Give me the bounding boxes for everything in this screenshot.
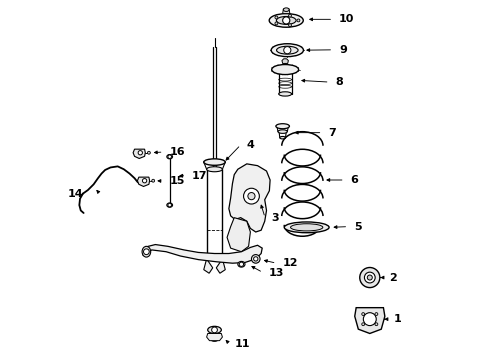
Circle shape	[152, 179, 155, 182]
Circle shape	[248, 193, 255, 200]
Circle shape	[168, 155, 172, 158]
Ellipse shape	[278, 130, 287, 134]
Ellipse shape	[272, 64, 298, 75]
Circle shape	[289, 14, 292, 17]
Polygon shape	[204, 259, 213, 273]
Circle shape	[375, 323, 378, 326]
Text: 17: 17	[192, 171, 207, 181]
Circle shape	[297, 19, 300, 22]
Circle shape	[138, 150, 143, 155]
Ellipse shape	[283, 8, 289, 12]
Polygon shape	[282, 59, 289, 63]
Circle shape	[284, 46, 291, 54]
Ellipse shape	[271, 44, 303, 57]
Circle shape	[364, 313, 376, 325]
Polygon shape	[283, 9, 290, 14]
Polygon shape	[133, 149, 146, 158]
Ellipse shape	[167, 154, 172, 159]
Ellipse shape	[208, 326, 221, 333]
Ellipse shape	[276, 124, 290, 129]
Text: 15: 15	[170, 176, 185, 186]
Ellipse shape	[207, 167, 222, 172]
Ellipse shape	[280, 136, 286, 139]
Circle shape	[144, 249, 149, 255]
Ellipse shape	[276, 46, 298, 54]
Circle shape	[362, 312, 365, 315]
Text: 1: 1	[393, 314, 401, 324]
Ellipse shape	[142, 246, 151, 257]
Text: 14: 14	[68, 189, 84, 199]
Text: 3: 3	[271, 213, 278, 222]
Ellipse shape	[211, 338, 218, 341]
Circle shape	[365, 272, 375, 283]
Ellipse shape	[279, 92, 292, 96]
Text: 6: 6	[350, 175, 358, 185]
Polygon shape	[227, 218, 250, 252]
Text: 13: 13	[269, 267, 284, 278]
Polygon shape	[137, 177, 149, 186]
Text: 16: 16	[170, 147, 185, 157]
Circle shape	[143, 179, 147, 183]
Ellipse shape	[276, 17, 296, 24]
Ellipse shape	[291, 224, 323, 231]
Ellipse shape	[238, 261, 245, 267]
Circle shape	[368, 275, 372, 280]
Polygon shape	[207, 333, 222, 341]
Circle shape	[375, 312, 378, 315]
Circle shape	[244, 188, 259, 204]
Circle shape	[289, 24, 292, 27]
Circle shape	[254, 257, 258, 261]
Text: 7: 7	[328, 128, 336, 138]
Circle shape	[275, 16, 278, 19]
Polygon shape	[143, 244, 262, 263]
Circle shape	[362, 323, 365, 326]
Circle shape	[360, 267, 380, 288]
Text: 9: 9	[339, 45, 347, 55]
Circle shape	[283, 17, 290, 24]
Text: 12: 12	[282, 258, 298, 268]
Circle shape	[275, 22, 278, 25]
Circle shape	[239, 262, 244, 266]
Polygon shape	[229, 164, 270, 232]
Text: 8: 8	[335, 77, 343, 87]
Polygon shape	[355, 308, 385, 333]
Circle shape	[147, 151, 150, 154]
Circle shape	[212, 327, 218, 333]
Circle shape	[251, 255, 260, 263]
Ellipse shape	[284, 222, 329, 233]
Circle shape	[168, 203, 172, 207]
Ellipse shape	[167, 203, 172, 207]
Text: 5: 5	[354, 222, 362, 231]
Ellipse shape	[269, 14, 303, 27]
Ellipse shape	[204, 159, 225, 165]
Text: 2: 2	[389, 273, 397, 283]
Text: 11: 11	[235, 338, 250, 348]
Text: 4: 4	[246, 140, 254, 150]
Polygon shape	[216, 259, 225, 273]
Text: 10: 10	[339, 14, 354, 24]
